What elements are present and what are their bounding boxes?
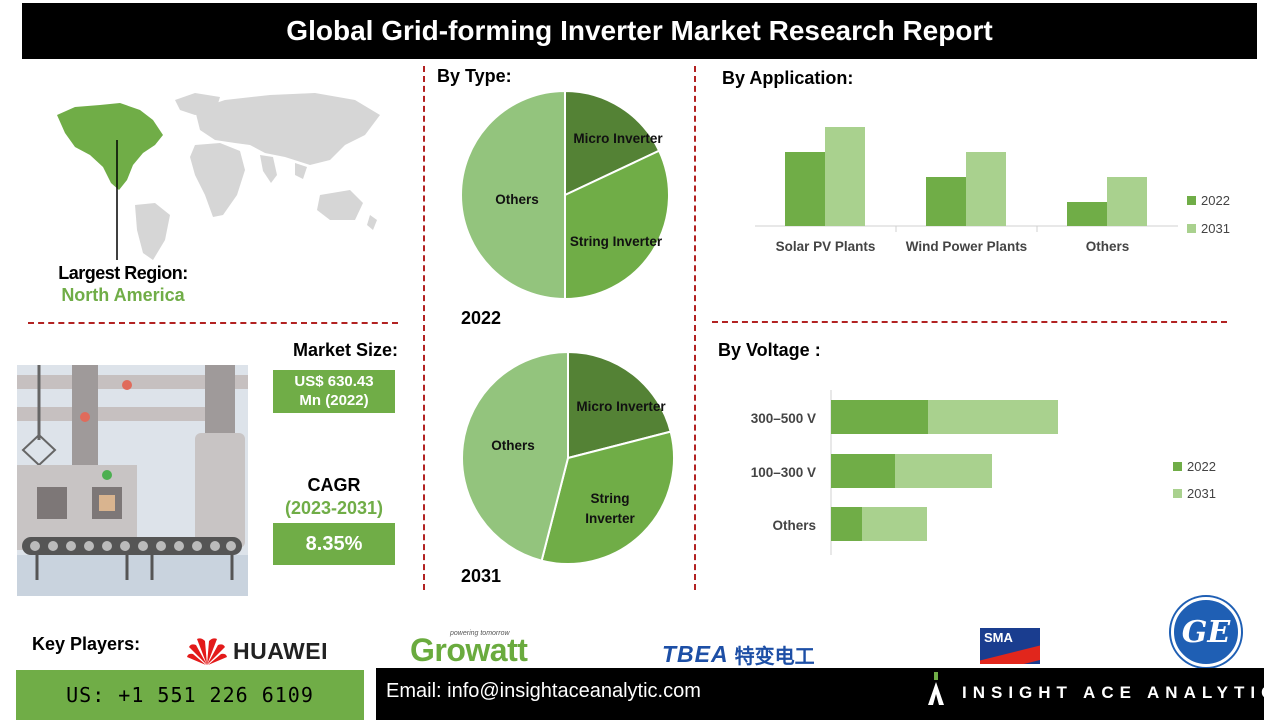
pie-label: String Inverter bbox=[570, 234, 663, 249]
key-players-label: Key Players: bbox=[32, 634, 141, 654]
voltage-category-label: Others bbox=[772, 518, 816, 533]
pie-slice-micro-inverter bbox=[567, 350, 672, 460]
voltage-bar-2031 bbox=[862, 507, 927, 541]
voltage-bar-2031 bbox=[895, 454, 992, 488]
ge-monogram: GE bbox=[1181, 614, 1231, 650]
voltage-bar-2031 bbox=[928, 400, 1058, 434]
market-size-value-line2: Mn (2022) bbox=[299, 391, 369, 409]
by-application-title: By Application: bbox=[722, 68, 854, 88]
cagr-label: CAGR bbox=[307, 475, 361, 495]
pie-label: String Inverter bbox=[585, 491, 635, 526]
application-bar-2031 bbox=[966, 152, 1006, 226]
voltage-bar-2022 bbox=[831, 400, 928, 434]
pie-slice-others bbox=[461, 350, 569, 562]
market-size-box: US$ 630.43 Mn (2022) bbox=[273, 370, 395, 413]
report-title: Global Grid-forming Inverter Market Rese… bbox=[22, 3, 1257, 59]
legend-swatch-2031 bbox=[1187, 224, 1196, 233]
pie-chart-2031: Micro Inverter String Inverter Others bbox=[461, 350, 675, 565]
pie-slice-others bbox=[460, 89, 566, 301]
voltage-bar-2022 bbox=[831, 454, 895, 488]
application-category-label: Solar PV Plants bbox=[776, 239, 876, 254]
application-bar-2031 bbox=[825, 127, 865, 226]
pie-slice-string-inverter bbox=[564, 149, 670, 301]
email-contact[interactable]: Email: info@insightaceanalytic.com bbox=[386, 680, 701, 702]
application-bar-2031 bbox=[1107, 177, 1147, 226]
divider-right bbox=[694, 66, 696, 590]
cagr-value: 8.35% bbox=[273, 523, 395, 565]
cagr-period: (2023-2031) bbox=[284, 498, 384, 518]
by-voltage-title: By Voltage : bbox=[718, 340, 821, 360]
tbea-wordmark: TBEA bbox=[662, 641, 729, 667]
application-bar-2022 bbox=[785, 152, 825, 226]
insightace-brand: INSIGHT ACE ANALYTIC bbox=[962, 683, 1280, 702]
voltage-legend-swatch-2031 bbox=[1173, 489, 1182, 498]
market-size-label: Market Size: bbox=[292, 340, 398, 360]
huawei-petals-icon bbox=[187, 638, 227, 665]
pie-slice-string-inverter bbox=[540, 430, 675, 565]
voltage-bar-2022 bbox=[831, 507, 862, 541]
growatt-tagline: powering tomorrow bbox=[450, 630, 510, 637]
voltage-legend-swatch-2022 bbox=[1173, 462, 1182, 471]
largest-region-value: North America bbox=[61, 285, 185, 305]
growatt-wordmark: Growatt bbox=[410, 632, 528, 668]
voltage-legend-label-2031: 2031 bbox=[1187, 486, 1216, 501]
footer-bar bbox=[376, 668, 1264, 720]
application-category-label: Others bbox=[1086, 239, 1130, 254]
application-bar-2022 bbox=[926, 177, 966, 226]
largest-region-label: Largest Region: bbox=[58, 263, 188, 283]
application-bar-2022 bbox=[1067, 202, 1107, 226]
legend-swatch-2022 bbox=[1187, 196, 1196, 205]
pie-slice-micro-inverter bbox=[564, 89, 661, 197]
pie-label: Micro Inverter bbox=[573, 131, 663, 146]
pie-2031-year: 2031 bbox=[461, 566, 502, 586]
sma-wordmark: SMA bbox=[984, 630, 1013, 645]
pie-label: Others bbox=[495, 192, 539, 207]
huawei-wordmark: HUAWEI bbox=[233, 637, 328, 664]
divider-region bbox=[28, 322, 398, 324]
ge-logo: GE bbox=[1171, 597, 1241, 667]
voltage-bar-chart: 300–500 V 100–300 V Others 2022 2031 bbox=[751, 390, 1216, 555]
market-size-value-line1: US$ 630.43 bbox=[294, 372, 374, 390]
divider-application bbox=[712, 321, 1227, 323]
voltage-legend-label-2022: 2022 bbox=[1187, 459, 1216, 474]
insightace-logo-icon bbox=[928, 672, 944, 705]
legend-label-2022: 2022 bbox=[1201, 193, 1230, 208]
phone-contact[interactable]: US: +1 551 226 6109 bbox=[16, 670, 364, 720]
pie-label: Others bbox=[491, 438, 535, 453]
pie-chart-2022: Micro Inverter String Inverter Others bbox=[460, 89, 670, 301]
by-type-title: By Type: bbox=[437, 66, 512, 86]
pie-2022-year: 2022 bbox=[461, 308, 502, 328]
voltage-category-label: 100–300 V bbox=[751, 465, 816, 480]
pie-label: Micro Inverter bbox=[576, 399, 666, 414]
sma-logo: SMA bbox=[980, 628, 1040, 664]
legend-label-2031: 2031 bbox=[1201, 221, 1230, 236]
world-map bbox=[57, 93, 380, 260]
factory-illustration bbox=[17, 365, 248, 596]
application-category-label: Wind Power Plants bbox=[906, 239, 1027, 254]
divider-left bbox=[423, 66, 425, 590]
application-bar-chart: Solar PV Plants Wind Power Plants Others 20… bbox=[755, 127, 1230, 254]
tbea-logo: TBEA 特变电工 bbox=[662, 640, 815, 669]
huawei-logo: HUAWEI bbox=[187, 635, 328, 667]
voltage-category-label: 300–500 V bbox=[751, 411, 816, 426]
tbea-chinese-wordmark: 特变电工 bbox=[734, 646, 815, 668]
